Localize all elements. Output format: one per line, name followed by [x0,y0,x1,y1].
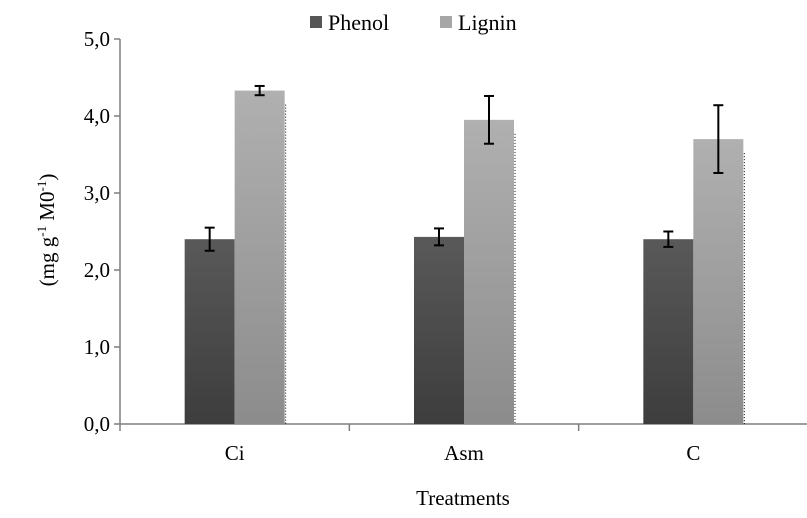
legend: Phenol Lignin [310,10,517,35]
y-tick-label: 0,0 [84,412,110,436]
y-tick-label: 1,0 [84,335,110,359]
x-axis-title: Treatments [416,486,510,510]
bar-phenol [184,239,235,424]
y-tick-label: 4,0 [84,104,110,128]
x-tick-label: Asm [444,441,484,465]
bar-phenol [414,236,464,424]
bar-lignin [234,90,285,424]
x-tick-label: Ci [225,441,245,465]
bar-phenol [643,239,694,424]
y-axis-title: (mg g-1 M0-1) [34,174,59,287]
legend-swatch-phenol [310,16,322,28]
y-tick-label: 2,0 [84,258,110,282]
bar-lignin [693,139,744,424]
legend-label-lignin: Lignin [458,10,517,35]
bar-lignin [464,119,514,424]
plot-area: 0,0 1,0 2,0 3,0 4,0 5,0 Ci Asm C [84,27,807,465]
y-tick-label: 3,0 [84,181,110,205]
legend-label-phenol: Phenol [328,10,389,35]
legend-swatch-lignin [440,16,452,28]
x-tick-label: C [686,441,700,465]
y-tick-label: 5,0 [84,27,110,51]
